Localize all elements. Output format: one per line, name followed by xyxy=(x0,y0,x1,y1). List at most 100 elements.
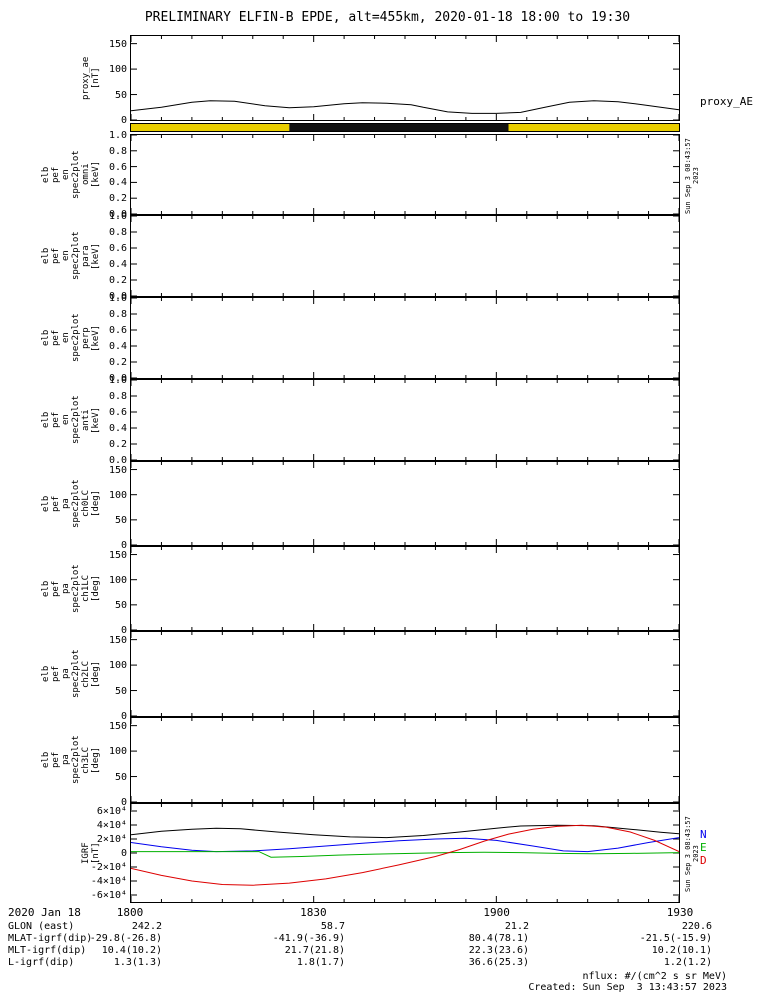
y-axis-label-line: [keV] xyxy=(91,406,101,434)
plot-title: PRELIMINARY ELFIN-B EPDE, alt=455km, 202… xyxy=(144,10,631,25)
y-axis-label-line: elb xyxy=(41,329,51,347)
y-axis-label-line: spec2plot xyxy=(71,231,81,281)
x-tick-label: 1800 xyxy=(116,906,144,919)
y-axis-label-line: pef xyxy=(51,495,61,512)
y-axis-label-line: anti xyxy=(81,409,91,431)
igrf-legend-d: D xyxy=(700,854,707,867)
y-tick-label: 50 xyxy=(114,771,127,783)
y-tick-label: 100 xyxy=(108,574,127,586)
y-axis-label-line: pef xyxy=(51,665,61,683)
panel-en-spec2plot-anti: 0.0 0.2 0.4 0.6 0.8 1.0 elb pef en spec2plot anti[… xyxy=(41,375,680,466)
x-axis-date-label: 2020 Jan 18 xyxy=(8,906,81,919)
table-cell: 10.4(10.2) xyxy=(101,945,162,956)
y-axis-label-line: [keV] xyxy=(91,242,101,270)
pa-spec2plot-ch0lc-canvas xyxy=(131,462,679,545)
y-axis-label-line: elb xyxy=(41,411,51,429)
coverage-bar-canvas xyxy=(131,124,679,131)
coverage-segment xyxy=(508,124,679,131)
y-axis-label-line: [nT] xyxy=(91,67,101,89)
y-tick-label: 100 xyxy=(108,64,127,76)
panel-pa-spec2plot-ch2lc: 0 50 100 150 elb pef pa spec2plot ch2LC [deg] xyxy=(41,631,680,722)
y-tick-label: 100 xyxy=(108,660,127,672)
y-tick-label: 0.6 xyxy=(108,407,127,418)
y-axis-label-line: pa xyxy=(61,583,71,594)
y-axis-label-line: [deg] xyxy=(91,489,101,518)
y-tick-label: 50 xyxy=(114,685,127,697)
panel-en-spec2plot-omni: 0.0 0.2 0.4 0.6 0.8 1.0 elb pef en spec2plot omni[… xyxy=(41,130,680,220)
table-cell: 1.8(1.7) xyxy=(296,957,345,968)
y-tick-label: 6×10⁴ xyxy=(96,806,127,817)
y-tick-label: 0.8 xyxy=(108,145,127,157)
y-axis-label-line: spec2plot xyxy=(71,150,81,199)
y-axis-label-line: [deg] xyxy=(91,574,101,603)
y-axis-label-line: pef xyxy=(51,166,61,183)
table-cell: 22.3(23.6) xyxy=(468,945,529,956)
y-axis-label-line: ch3LC xyxy=(81,746,91,774)
y-axis-label-line: en xyxy=(61,250,71,262)
y-tick-label: 4×10⁴ xyxy=(96,820,127,831)
table-cell: -41.9(-36.9) xyxy=(272,933,345,944)
y-axis-label-line: spec2plot xyxy=(71,313,81,363)
y-tick-label: 0 xyxy=(120,625,127,636)
y-axis-label-line: pef xyxy=(51,411,61,429)
y-tick-label: 0.4 xyxy=(108,423,127,434)
y-tick-label: 1.0 xyxy=(108,293,127,304)
en-spec2plot-para-canvas xyxy=(131,216,679,296)
y-tick-label: 0 xyxy=(120,711,127,722)
table-cell: 36.6(25.3) xyxy=(468,957,529,968)
y-tick-label: 0.2 xyxy=(108,193,127,205)
table-row-label: MLT-igrf(dip) xyxy=(8,945,87,956)
y-axis-label-line: spec2plot xyxy=(71,649,81,699)
y-axis-label-line: pef xyxy=(51,247,61,265)
side-timestamp-bottom: Sun Sep 3 08:43:57 2023 xyxy=(684,816,700,892)
footer-created-note: Created: Sun Sep 3 13:43:57 2023 xyxy=(528,982,727,993)
igrf-canvas xyxy=(131,804,679,902)
table-row-label: L-igrf(dip) xyxy=(8,957,75,968)
x-tick-label: 1930 xyxy=(666,906,694,919)
series-D xyxy=(131,824,679,886)
x-tick-label: 1900 xyxy=(483,906,510,919)
pa-spec2plot-ch1lc-canvas xyxy=(131,547,679,630)
y-axis-label-line: perp xyxy=(81,327,91,349)
x-tick-label: 1830 xyxy=(300,906,327,919)
footer-units-note: nflux: #/(cm^2 s sr MeV) xyxy=(582,971,728,982)
y-axis-label-line: elb xyxy=(41,751,51,769)
y-axis-label-line: elb xyxy=(41,166,51,183)
y-tick-label: 2×10⁴ xyxy=(96,834,127,845)
y-tick-label: 50 xyxy=(114,89,127,101)
table-cell: -29.8(-26.8) xyxy=(89,933,162,944)
y-tick-label: 0 xyxy=(120,115,127,126)
y-tick-label: 0.2 xyxy=(108,439,127,450)
y-axis-label-line: en xyxy=(61,169,71,180)
series-B xyxy=(131,824,679,839)
coverage-segment xyxy=(131,124,290,131)
y-tick-label: 150 xyxy=(108,634,127,646)
igrf-legend-n: N xyxy=(700,828,707,841)
y-axis-label-line: ch1LC xyxy=(81,574,91,603)
panel-pa-spec2plot-ch3lc: 0 50 100 150 elb pef pa spec2plot ch3LC [deg] xyxy=(41,717,680,808)
side-timestamp-top: Sun Sep 3 08:43:57 2023 xyxy=(684,138,700,214)
panel-pa-spec2plot-ch0lc: 0 50 100 150 elb pef pa spec2plot ch0LC [deg] xyxy=(41,461,680,551)
y-axis-label-line: spec2plot xyxy=(71,735,81,785)
table-row: GLON (east) 242.2 58.7 21.2 220.6 xyxy=(0,921,775,933)
table-row: L-igrf(dip) 1.3(1.3) 1.8(1.7) 36.6(25.3) 1.2… xyxy=(0,957,775,969)
y-axis-label-line: pa xyxy=(61,754,71,766)
y-tick-label: 0.2 xyxy=(108,275,127,286)
table-cell: 10.2(10.1) xyxy=(651,945,712,956)
en-spec2plot-omni-canvas xyxy=(131,135,679,214)
y-axis-label-line: en xyxy=(61,414,71,426)
y-tick-label: 0.8 xyxy=(108,309,127,320)
y-axis-label-line: spec2plot xyxy=(71,564,81,613)
y-axis-label-line: pa xyxy=(61,668,71,680)
table-cell: 80.4(78.1) xyxy=(468,933,529,944)
en-spec2plot-perp-canvas xyxy=(131,298,679,378)
table-cell: 21.7(21.8) xyxy=(284,945,345,956)
y-tick-label: 0.6 xyxy=(108,243,127,254)
y-axis-label-line: IGRF xyxy=(81,842,91,864)
panel-en-spec2plot-perp: 0.0 0.2 0.4 0.6 0.8 1.0 elb pef en spec2plot perp[… xyxy=(41,293,680,384)
y-tick-label: 150 xyxy=(108,549,127,561)
y-tick-label: 150 xyxy=(108,720,127,732)
proxy-ae-right-label: proxy_AE xyxy=(700,95,753,108)
y-tick-label: 1.0 xyxy=(108,130,127,141)
